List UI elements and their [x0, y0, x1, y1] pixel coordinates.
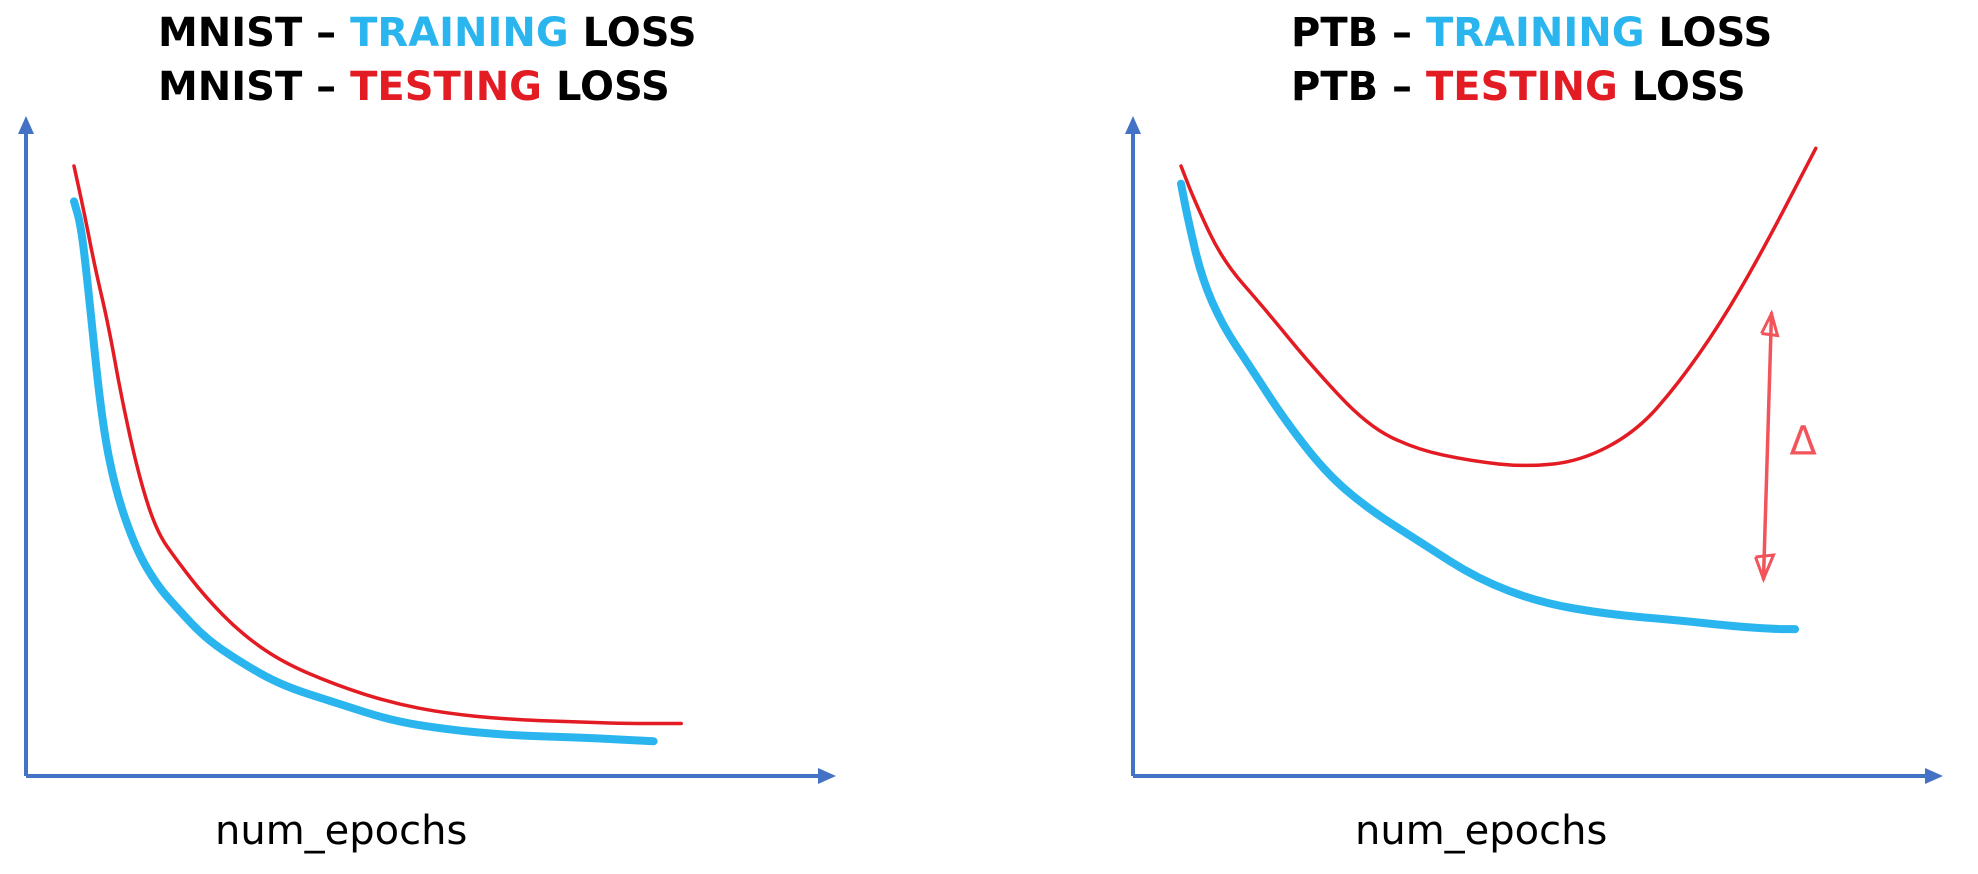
- chart-ptb: PTB – TRAINING LOSS PTB – TESTING LOSS Δ…: [989, 0, 1978, 874]
- title-prefix: MNIST –: [158, 10, 351, 56]
- chart-title: PTB – TRAINING LOSS PTB – TESTING LOSS: [1291, 6, 1772, 114]
- gap-arrow: [1761, 311, 1774, 581]
- plot-area: Δ: [1125, 116, 1943, 784]
- title-line-training: MNIST – TRAINING LOSS: [158, 6, 697, 60]
- title-highlight-testing: TESTING: [350, 64, 543, 110]
- testing-loss-line: [72, 164, 683, 726]
- chart-mnist: MNIST – TRAINING LOSS MNIST – TESTING LO…: [18, 6, 836, 854]
- plot-area: [18, 116, 836, 784]
- x-axis-label: num_epochs: [1355, 808, 1608, 854]
- y-axis-arrowhead: [18, 116, 34, 134]
- title-suffix: LOSS: [542, 64, 670, 110]
- title-line-testing: MNIST – TESTING LOSS: [158, 60, 697, 114]
- title-prefix: PTB –: [1291, 64, 1426, 110]
- training-loss-line: [70, 197, 658, 746]
- y-axis-arrowhead: [1125, 116, 1141, 134]
- title-line-training: PTB – TRAINING LOSS: [1291, 6, 1772, 60]
- title-highlight-training: TRAINING: [1425, 10, 1645, 56]
- x-axis-arrowhead: [1925, 768, 1943, 784]
- x-axis-label: num_epochs: [215, 808, 468, 854]
- gap-arrowhead-top: [1760, 309, 1780, 338]
- title-line-testing: PTB – TESTING LOSS: [1291, 60, 1772, 114]
- x-axis-arrowhead: [818, 768, 836, 784]
- title-suffix: LOSS: [1644, 10, 1773, 56]
- gap-label: Δ: [1790, 418, 1818, 464]
- title-highlight-training: TRAINING: [350, 10, 569, 56]
- training-loss-line: [1177, 179, 1800, 634]
- title-prefix: PTB –: [1291, 10, 1426, 56]
- title-highlight-testing: TESTING: [1425, 64, 1618, 110]
- gap-arrowhead-bottom: [1754, 553, 1776, 584]
- chart-title: MNIST – TRAINING LOSS MNIST – TESTING LO…: [158, 6, 697, 114]
- testing-loss-line: [1179, 146, 1818, 468]
- title-suffix: LOSS: [1617, 64, 1746, 110]
- title-suffix: LOSS: [568, 10, 697, 56]
- title-prefix: MNIST –: [158, 64, 351, 110]
